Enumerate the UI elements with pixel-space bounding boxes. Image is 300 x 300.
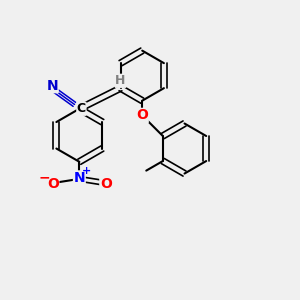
- Text: N: N: [46, 79, 58, 93]
- Text: O: O: [47, 177, 59, 191]
- Text: +: +: [82, 166, 91, 176]
- Text: N: N: [74, 171, 85, 185]
- Text: C: C: [77, 102, 86, 115]
- Text: −: −: [39, 170, 50, 184]
- Text: O: O: [136, 108, 148, 122]
- Text: H: H: [116, 74, 126, 87]
- Text: O: O: [100, 177, 112, 191]
